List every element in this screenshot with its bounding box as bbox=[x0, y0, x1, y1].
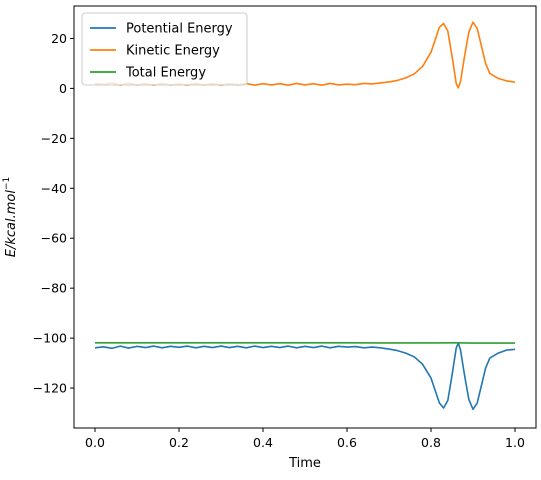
x-tick-label: 0.6 bbox=[337, 435, 357, 450]
y-tick-label: −40 bbox=[41, 181, 67, 196]
legend-entry-label: Kinetic Energy bbox=[126, 44, 220, 59]
y-tick-label: −120 bbox=[33, 381, 67, 396]
series-line-1 bbox=[94, 342, 516, 411]
y-axis-label-exponent: −1 bbox=[2, 177, 12, 190]
x-tick-label: 0.4 bbox=[253, 435, 273, 450]
x-tick-label: 0.8 bbox=[421, 435, 441, 450]
y-axis-ticks: 20 0 −20 −40 −60 −80 −100 −120 bbox=[33, 31, 74, 396]
y-tick-label: 20 bbox=[51, 31, 67, 46]
x-axis-label: Time bbox=[288, 456, 321, 471]
y-tick-label: 0 bbox=[59, 81, 67, 96]
x-tick-label: 0.2 bbox=[169, 435, 189, 450]
x-axis-ticks: 0.0 0.2 0.4 0.6 0.8 1.0 bbox=[85, 428, 525, 450]
y-axis-label: E/kcal.mol−1 bbox=[2, 177, 19, 258]
legend-box bbox=[81, 12, 248, 86]
y-axis-label-main: E/kcal.mol bbox=[4, 190, 19, 258]
plot-frame bbox=[73, 5, 537, 429]
y-tick-label: −80 bbox=[41, 281, 67, 296]
x-tick-label: 0.0 bbox=[85, 435, 105, 450]
legend-entry-label: Potential Energy bbox=[126, 22, 233, 37]
legend-entry-label: Total Energy bbox=[125, 66, 206, 81]
y-tick-label: −20 bbox=[41, 131, 67, 146]
x-tick-label: 1.0 bbox=[505, 435, 525, 450]
legend: Potential Energy Kinetic Energy Total Ener… bbox=[81, 12, 248, 86]
y-tick-label: −60 bbox=[41, 231, 67, 246]
y-tick-label: −100 bbox=[33, 331, 67, 346]
